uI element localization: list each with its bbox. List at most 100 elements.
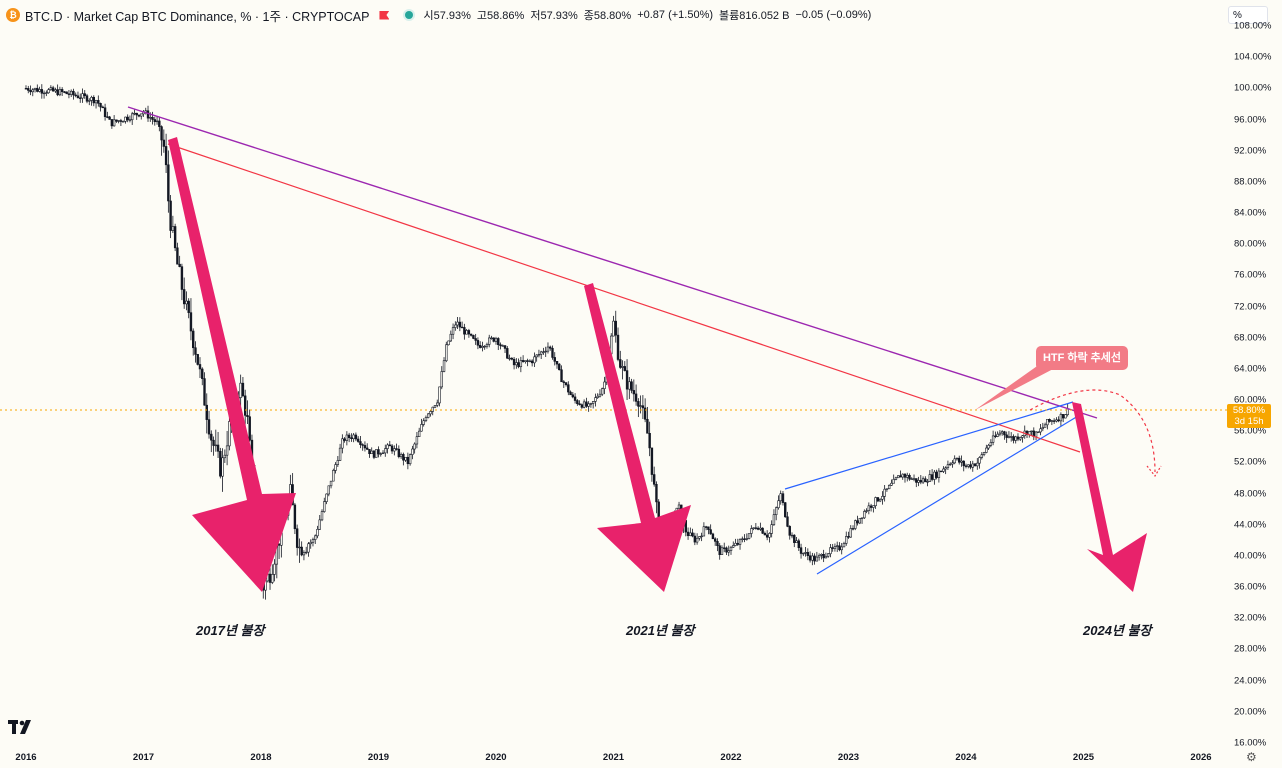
candle-body (569, 391, 572, 396)
ohlc-change: +0.87 (+1.50%) (637, 9, 714, 21)
candle-body (824, 555, 828, 559)
symbol-title[interactable]: BTC.D · Market Cap BTC Dominance, % · 1주… (25, 9, 370, 24)
candle-body (903, 473, 907, 478)
candle-body (948, 463, 952, 466)
x-tick-label: 2022 (720, 752, 742, 763)
candle-body (571, 394, 575, 398)
candle-body (395, 448, 398, 450)
candle-body (585, 401, 588, 407)
candle-body (989, 442, 993, 446)
trendline-purple[interactable] (127, 106, 1098, 419)
candle-body (384, 448, 387, 454)
candle-body (160, 126, 163, 141)
candle-body (377, 449, 380, 455)
candle-body (99, 103, 102, 108)
candle-body (415, 436, 419, 445)
candle-body (203, 378, 206, 406)
y-tick-label: 52.00% (1234, 456, 1267, 468)
candle-body (716, 541, 719, 546)
candle-body (578, 403, 581, 405)
chart-header: ₿ BTC.D · Market Cap BTC Dominance, % · … (0, 0, 1228, 30)
candle-body (488, 337, 491, 345)
candle-body (38, 89, 41, 92)
candle-body (887, 485, 891, 490)
candle-body (1003, 431, 1006, 436)
candle-body (131, 113, 134, 121)
candle-body (955, 457, 959, 460)
x-tick-label: 2016 (15, 752, 37, 763)
wedge-upper-line[interactable] (784, 401, 1074, 490)
candle-body (768, 533, 771, 538)
candle-body (422, 420, 425, 425)
candle-body (350, 437, 353, 439)
candle-body (117, 120, 120, 122)
flag-icon[interactable] (379, 10, 390, 20)
candle-body (953, 458, 956, 464)
candle-body (639, 405, 642, 407)
arrow-2021[interactable] (584, 283, 691, 592)
y-tick-label: 64.00% (1234, 363, 1267, 375)
candle-body (474, 338, 477, 341)
candle-body (33, 87, 37, 91)
candle-body (897, 475, 900, 479)
candle-body (1064, 414, 1067, 419)
candle-body (216, 444, 220, 452)
arrow-2024[interactable] (1072, 402, 1147, 592)
wedge-lower-line[interactable] (816, 415, 1079, 575)
candle-body (103, 107, 107, 117)
candle-body (845, 536, 848, 544)
candle-body (890, 482, 893, 486)
candle-body (54, 89, 57, 92)
candle-body (323, 501, 326, 512)
label-bull-2021: 2021년 불장 (626, 623, 695, 638)
candle-body (1057, 419, 1060, 422)
candle-body (1012, 436, 1015, 441)
ohlc-open: 시57.93% (423, 10, 471, 22)
candle-body (1039, 428, 1042, 433)
candle-body (558, 363, 561, 371)
candle-body (201, 368, 204, 379)
candle-body (524, 360, 527, 362)
drawings (0, 106, 1228, 592)
candle-body (924, 478, 927, 483)
candle-body (94, 100, 98, 104)
ohlc-high: 고58.86% (476, 10, 525, 22)
candle-body (433, 405, 437, 408)
candle-body (946, 464, 950, 469)
y-tick-label: 108.00% (1234, 20, 1272, 32)
candle-body (460, 326, 464, 329)
candle-body (119, 120, 123, 122)
candle-body (779, 493, 782, 502)
tradingview-logo-icon[interactable] (8, 720, 34, 734)
candle-body (300, 546, 303, 556)
candle-body (939, 470, 943, 473)
trendline-red[interactable] (167, 143, 1081, 453)
candle-body (352, 434, 355, 439)
candle-body (338, 447, 342, 461)
candle-body (45, 92, 48, 94)
gear-icon[interactable]: ⚙ (1246, 750, 1257, 764)
candle-body (994, 435, 997, 438)
x-tick-label: 2018 (250, 752, 272, 763)
candle-body (723, 547, 726, 549)
callout-htf-trendline[interactable]: HTF 하락 추세선 (1036, 346, 1128, 370)
candle-body (576, 400, 579, 405)
candle-body (196, 354, 199, 365)
arrow-2017[interactable] (168, 137, 296, 592)
time-axis[interactable]: 2016 2017 2018 2019 2020 2021 2022 2023 2024 2025… (0, 748, 1228, 768)
candle-body (454, 324, 457, 328)
scale-percent-button[interactable]: % (1228, 6, 1268, 24)
candle-body (912, 478, 916, 480)
candle-body (56, 89, 59, 96)
projection-arrowhead-icon (1146, 465, 1162, 478)
candle-body (700, 535, 703, 538)
candle-body (869, 505, 873, 508)
price-axis[interactable]: 108.00% 104.00% 100.00% 96.00% 92.00% 88.00% 8… (1228, 21, 1282, 749)
candle-body (544, 350, 547, 353)
candle-body (135, 112, 138, 116)
candle-body (727, 550, 730, 553)
candle-body (436, 402, 439, 406)
candle-body (858, 518, 861, 524)
candle-body (81, 93, 84, 99)
